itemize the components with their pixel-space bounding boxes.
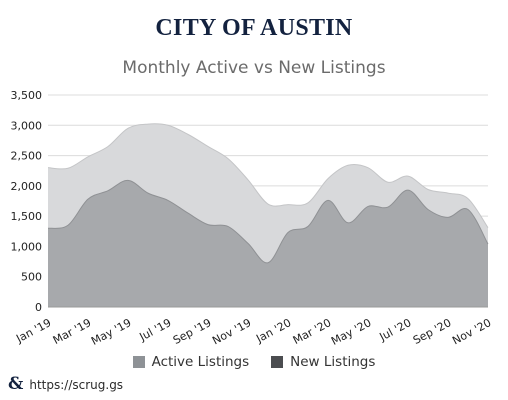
new-listings-area	[48, 180, 488, 307]
x-tick-label: Nov '20	[450, 316, 493, 347]
footer: & https://scrug.gs	[8, 376, 123, 393]
chart-title: Monthly Active vs New Listings	[122, 58, 386, 78]
brand-title: CITY OF AUSTIN	[155, 15, 353, 41]
legend-swatch-active	[132, 356, 145, 368]
x-tick-label: Sep '20	[411, 316, 454, 347]
y-tick-label: 1,500	[11, 210, 43, 223]
y-tick-label: 2,000	[11, 180, 43, 193]
x-tick-label: Mar '19	[51, 316, 94, 347]
legend: Active Listings New Listings	[0, 354, 508, 370]
legend-label-new: New Listings	[290, 354, 376, 370]
y-tick-label: 3,000	[11, 119, 43, 132]
x-tick-label: Mar '20	[291, 316, 334, 347]
new-listings-line	[47, 179, 489, 264]
y-tick-label: 0	[35, 301, 42, 314]
ampersand-logo-icon: &	[8, 374, 24, 394]
y-tick-label: 1,000	[11, 240, 43, 253]
active-listings-line	[47, 123, 489, 228]
y-tick-label: 2,500	[11, 150, 43, 163]
series-areas	[47, 123, 489, 307]
y-tick-label: 500	[21, 271, 42, 284]
x-tick-label: Jan '20	[253, 316, 293, 346]
footer-url[interactable]: https://scrug.gs	[29, 377, 124, 392]
legend-swatch-new	[271, 356, 284, 368]
x-tick-label: Jan '19	[13, 316, 53, 346]
x-tick-label: May '19	[89, 316, 133, 348]
legend-item-active[interactable]: Active Listings	[132, 354, 250, 370]
x-tick-label: Sep '19	[171, 316, 214, 347]
x-tick-label: Nov '19	[210, 316, 253, 347]
y-tick-label: 3,500	[11, 89, 43, 102]
x-tick-label: May '20	[329, 316, 373, 348]
x-tick-label: Jul '19	[137, 316, 174, 344]
legend-item-new[interactable]: New Listings	[271, 354, 375, 370]
x-tick-label: Jul '20	[377, 316, 414, 344]
legend-label-active: Active Listings	[151, 354, 250, 370]
